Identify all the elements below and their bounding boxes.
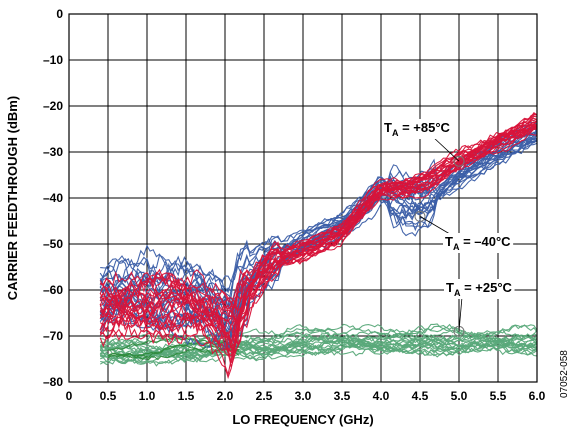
- trace-red: [99, 118, 537, 341]
- annotation-label: TA = +25°C: [446, 280, 513, 298]
- trace-red: [99, 124, 537, 332]
- x-tick-label: 3.0: [295, 389, 312, 403]
- y-tick-label: –60: [43, 283, 63, 297]
- plot-frame: [68, 13, 538, 383]
- annotation-marker: [414, 210, 426, 222]
- x-tick-label: 5.0: [451, 389, 468, 403]
- trace-red: [99, 132, 537, 380]
- trace-green-dark: [107, 341, 240, 357]
- x-tick-label: 4.5: [412, 389, 429, 403]
- trace-red: [100, 112, 537, 309]
- x-tick-label: 0.5: [100, 389, 117, 403]
- annotation-leader: [458, 296, 463, 332]
- x-axis-title: LO FREQUENCY (GHz): [232, 412, 373, 427]
- trace-red: [99, 127, 537, 354]
- annotation-1: TA = –40°C: [414, 210, 514, 253]
- annotation-label-bg: [443, 233, 514, 253]
- annotation-label-bg: [444, 279, 515, 299]
- x-tick-label: 5.5: [490, 389, 507, 403]
- x-tick-label: 2.5: [256, 389, 273, 403]
- x-tick-label: 0: [66, 389, 73, 403]
- x-tick-label: 4.0: [373, 389, 390, 403]
- grid: [69, 14, 537, 382]
- trace-green: [99, 342, 537, 365]
- trace-blue: [99, 126, 537, 310]
- x-tick-label: 1.0: [139, 389, 156, 403]
- y-tick-label: –30: [43, 145, 63, 159]
- series-red: [99, 112, 537, 380]
- trace-green-dark: [107, 345, 240, 361]
- trace-green: [100, 334, 537, 357]
- annotation-marker: [453, 155, 465, 167]
- trace-blue: [99, 131, 537, 333]
- y-tick-label: 0: [56, 7, 63, 21]
- x-tick-label: 3.5: [334, 389, 351, 403]
- x-tick-labels: 0 0.5 1.0 1.5 2.0 2.5 3.0 3.5 4.0 4.5 5.0 5.5 6.0: [66, 389, 546, 403]
- y-tick-label: –10: [43, 53, 63, 67]
- figure-id: 07052-058: [559, 350, 570, 398]
- y-tick-label: –70: [43, 329, 63, 343]
- x-tick-label: 1.5: [178, 389, 195, 403]
- y-tick-label: –40: [43, 191, 63, 205]
- y-axis-title: CARRIER FEEDTHROUGH (dBm): [5, 96, 20, 300]
- annotation-label: TA = –40°C: [445, 234, 511, 252]
- trace-red: [99, 123, 537, 364]
- annotation-label-bg: [382, 119, 453, 139]
- trace-red: [99, 113, 537, 314]
- x-tick-label: 2.0: [217, 389, 234, 403]
- y-tick-labels: 0 –10 –20 –30 –40 –50 –60 –70 –80: [43, 7, 63, 389]
- x-tick-label: 6.0: [529, 389, 546, 403]
- trace-red: [100, 115, 537, 317]
- annotation-marker: [453, 325, 465, 337]
- y-tick-label: –20: [43, 99, 63, 113]
- annotation-label: TA = +85°C: [384, 120, 451, 138]
- trace-red: [99, 127, 537, 357]
- annotations: TA = +85°C TA = –40°C TA = +25°C: [382, 119, 515, 337]
- trace-green: [99, 340, 537, 366]
- trace-green: [99, 336, 537, 360]
- y-tick-label: –50: [43, 237, 63, 251]
- y-tick-label: –80: [43, 375, 63, 389]
- trace-red: [99, 114, 537, 324]
- annotation-0: TA = +85°C: [382, 119, 465, 167]
- annotation-leader: [432, 136, 460, 162]
- annotation-2: TA = +25°C: [444, 279, 515, 337]
